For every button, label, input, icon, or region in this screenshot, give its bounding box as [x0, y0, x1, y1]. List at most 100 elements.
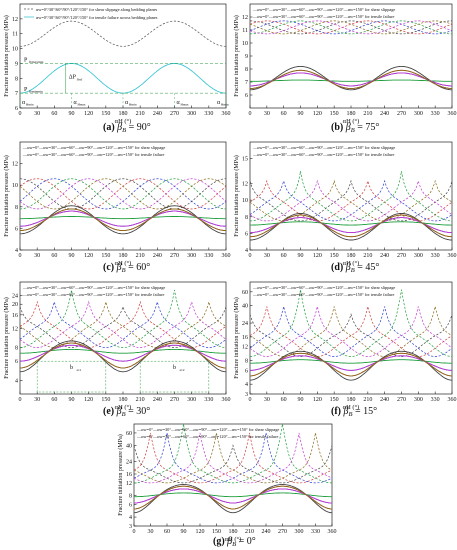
series-line-dashed-3 [250, 171, 452, 222]
caption-value: = 60° [126, 262, 151, 273]
x-tick-label: 360 [448, 397, 457, 403]
bound-sub: a12 [180, 368, 185, 372]
y-tick-label: 60 [242, 290, 248, 296]
y-tick-label: 8 [245, 215, 248, 221]
panel-caption: (b) βB = 75° [331, 122, 379, 134]
y-tick-label: 11 [242, 28, 248, 34]
x-tick-label: 150 [330, 111, 339, 117]
x-tick-label: 90 [69, 111, 75, 117]
x-tick-label: 60 [281, 253, 287, 259]
x-tick-label: 150 [330, 397, 339, 403]
y-tick-label: 8 [245, 67, 248, 73]
series-line-dashed-4 [134, 432, 332, 484]
y-tick-label: 9 [15, 61, 18, 67]
caption-prefix: (b) [331, 122, 346, 133]
x-tick-label: 0 [249, 253, 252, 259]
x-tick-label: 120 [84, 253, 93, 259]
caption-value: = 45° [355, 262, 380, 273]
curves-group [250, 171, 452, 241]
series-line-dashed-3 [134, 424, 332, 484]
bound-label: b [173, 365, 176, 371]
delta-p-label: ΔP [69, 74, 77, 80]
caption-beta: β [226, 536, 232, 547]
x-tick-label: 330 [204, 111, 213, 117]
plot-frame [133, 423, 333, 527]
y-tick-label: 60 [126, 431, 132, 437]
series-line-solid-6 [134, 484, 332, 514]
y-tick-label: 4 [245, 382, 248, 388]
series-line-solid-7 [20, 208, 226, 232]
panel-a: 0 30 60 90 120 150 180 210 240 270 300 330 360 6 7 8 9 10… [3, 3, 231, 134]
x-tick-label: 120 [313, 111, 322, 117]
x-tick-label: 90 [298, 397, 304, 403]
series-line-dashed-5 [20, 178, 226, 210]
series-line-dashed-5 [250, 20, 452, 35]
series-line-solid-6 [250, 350, 452, 381]
x-tick-label: 360 [222, 253, 231, 259]
series-line-solid-11 [134, 485, 332, 510]
x-tick-label: 300 [187, 253, 196, 259]
caption-beta-sub: B [122, 127, 126, 134]
x-tick-label: 180 [347, 397, 356, 403]
x-tick-label: 240 [380, 253, 389, 259]
caption-prefix: (d) [331, 262, 346, 273]
caption-prefix: (e) [103, 406, 117, 417]
panel-c: 0 30 60 90 120 150 180 210 240 270 300 330 360 4 6 8 10 1… [3, 141, 231, 274]
y-tick-label: 4 [245, 248, 248, 254]
x-tick-label: 0 [19, 111, 22, 117]
legend-label: αw=0°/30°/60°/90°/120°/150° for tensile … [36, 15, 158, 20]
y-tick-label: 8 [15, 346, 18, 352]
series-line-solid-7 [134, 485, 332, 510]
panel-caption: (a) βB = 90° [103, 122, 151, 134]
y-tick-label: 4 [129, 515, 132, 521]
series-line-dashed-1 [20, 300, 226, 348]
x-tick-label: 360 [222, 111, 231, 117]
x-tick-label: 150 [101, 253, 110, 259]
x-tick-label: 90 [298, 111, 304, 117]
plot-frame [249, 141, 453, 251]
x-tick-label: 300 [187, 397, 196, 403]
series-line-solid-9 [134, 492, 332, 498]
series-line-dashed-0 [20, 305, 226, 348]
x-tick-label: 60 [51, 111, 57, 117]
plot-frame [19, 281, 227, 395]
series-line-dashed-0 [250, 179, 452, 222]
series-line-solid-10 [250, 72, 452, 87]
x-axis-label: αH (°) [343, 260, 360, 267]
y-tick-label: 3 [129, 524, 132, 530]
y-tick-label: 6 [15, 106, 18, 112]
x-axis-label: αH (°) [115, 404, 132, 411]
series-line-solid-10 [250, 217, 452, 234]
legend-row: —αw=0°—αw=30°—αw=60°—αw=90°—αw=120°—αw=1… [252, 7, 395, 12]
series-line-solid-11 [250, 214, 452, 238]
alpha-sub: Hmin [26, 103, 34, 107]
series-line-dashed-0 [134, 444, 332, 484]
x-tick-label: 120 [313, 397, 322, 403]
x-tick-label: 300 [414, 397, 423, 403]
caption-value: = 15° [352, 406, 377, 417]
x-tick-label: 210 [136, 111, 145, 117]
x-tick-label: 240 [262, 529, 271, 535]
series-line-solid-11 [250, 352, 452, 377]
x-tick-label: 90 [181, 529, 187, 535]
series-line-solid-7 [20, 342, 226, 369]
x-tick-label: 60 [164, 529, 170, 535]
y-tick-label: 4 [15, 378, 18, 384]
y-tick-label: 20 [12, 302, 18, 308]
x-tick-label: 210 [136, 397, 145, 403]
y-tick-label: 12 [126, 481, 132, 487]
x-tick-label: 30 [34, 253, 40, 259]
x-tick-label: 90 [298, 253, 304, 259]
series-line-solid-11 [20, 208, 226, 232]
y-tick-label: 11 [12, 32, 18, 38]
y-tick-label: 8 [15, 76, 18, 82]
curves-group [250, 289, 452, 381]
series-line-solid-9 [250, 221, 452, 226]
series-line-solid-9 [20, 348, 226, 354]
y-tick-label: 24 [126, 459, 132, 465]
caption-beta-sub: B [351, 267, 355, 274]
y-tick-label: 10 [242, 41, 248, 47]
x-tick-label: 300 [187, 111, 196, 117]
curves-group [250, 20, 452, 91]
x-tick-label: 180 [119, 253, 128, 259]
